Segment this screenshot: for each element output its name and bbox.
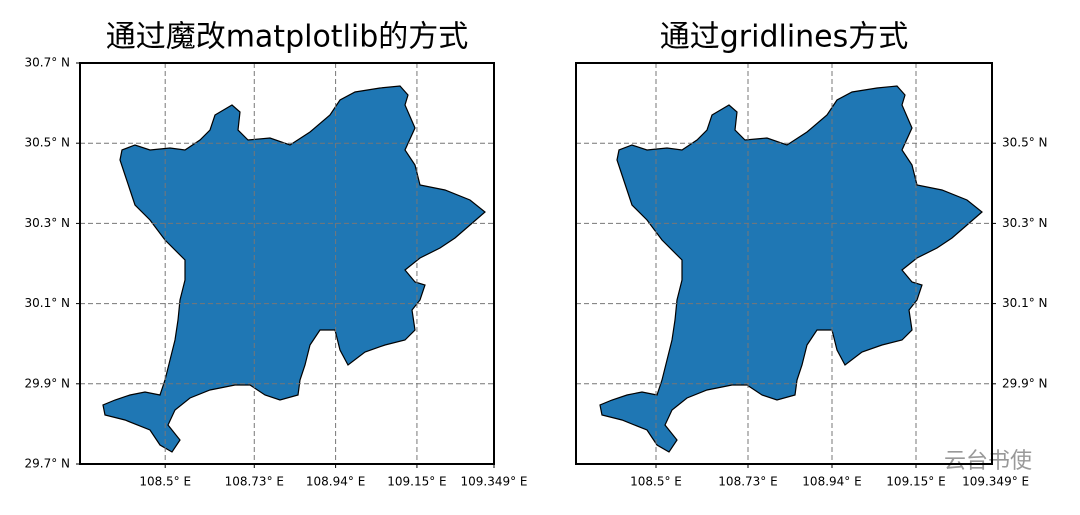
chart-title: 通过gridlines方式 <box>660 20 909 55</box>
x-tick-label: 108.73° E <box>718 475 777 489</box>
y-tick-label: 30.1° N <box>24 296 70 310</box>
x-tick-label: 109.349° E <box>962 475 1029 489</box>
y-tick-label: 29.9° N <box>1002 376 1048 390</box>
y-tick-label: 30.7° N <box>24 56 70 70</box>
x-tick-label: 109.349° E <box>460 475 527 489</box>
x-tick-label: 108.73° E <box>225 475 284 489</box>
x-tick-label: 109.15° E <box>886 475 945 489</box>
y-tick-label: 30.5° N <box>1002 136 1048 150</box>
region <box>102 85 486 453</box>
y-tick-label: 30.3° N <box>24 216 70 230</box>
axes-frame <box>79 62 495 465</box>
x-tick-label: 109.15° E <box>387 475 446 489</box>
x-tick-label: 108.94° E <box>802 475 861 489</box>
chart-title: 通过魔改matplotlib的方式 <box>106 20 469 55</box>
x-tick-label: 108.5° E <box>630 475 682 489</box>
x-tick-label: 108.94° E <box>306 475 365 489</box>
x-tick-label: 108.5° E <box>139 475 191 489</box>
watermark: 云台书使 <box>944 449 1032 474</box>
axes-frame <box>575 62 993 465</box>
y-tick-label: 30.1° N <box>1002 296 1048 310</box>
y-tick-label: 30.5° N <box>24 136 70 150</box>
y-tick-label: 29.7° N <box>24 457 70 471</box>
y-tick-label: 30.3° N <box>1002 216 1048 230</box>
region <box>599 85 983 453</box>
y-tick-label: 29.9° N <box>24 376 70 390</box>
